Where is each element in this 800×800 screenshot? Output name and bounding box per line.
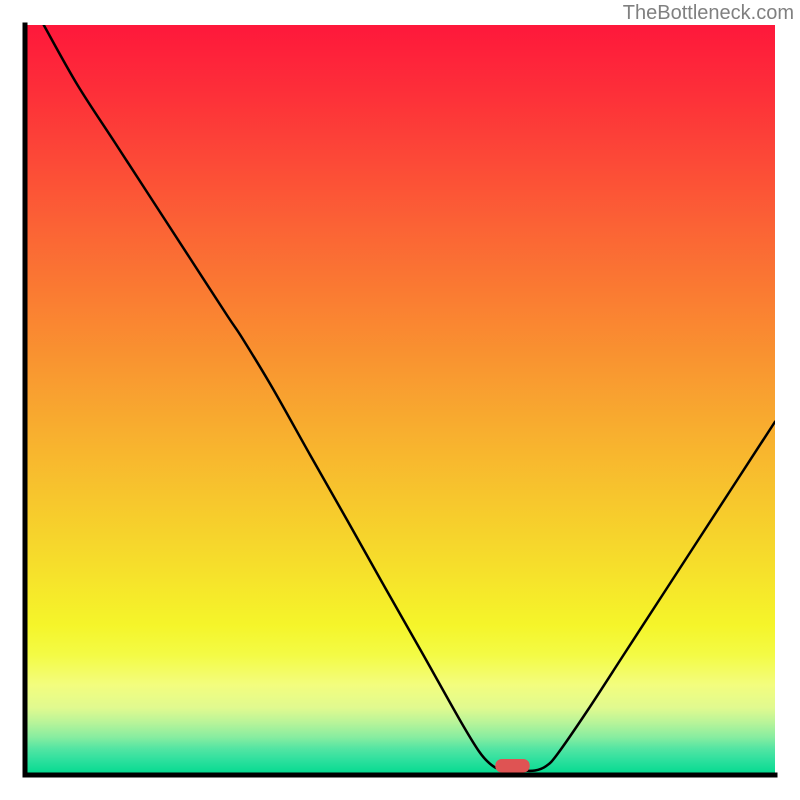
optimal-marker — [495, 759, 530, 773]
bottleneck-chart — [0, 0, 800, 800]
plot-gradient — [25, 25, 775, 775]
watermark-label: TheBottleneck.com — [623, 2, 794, 25]
